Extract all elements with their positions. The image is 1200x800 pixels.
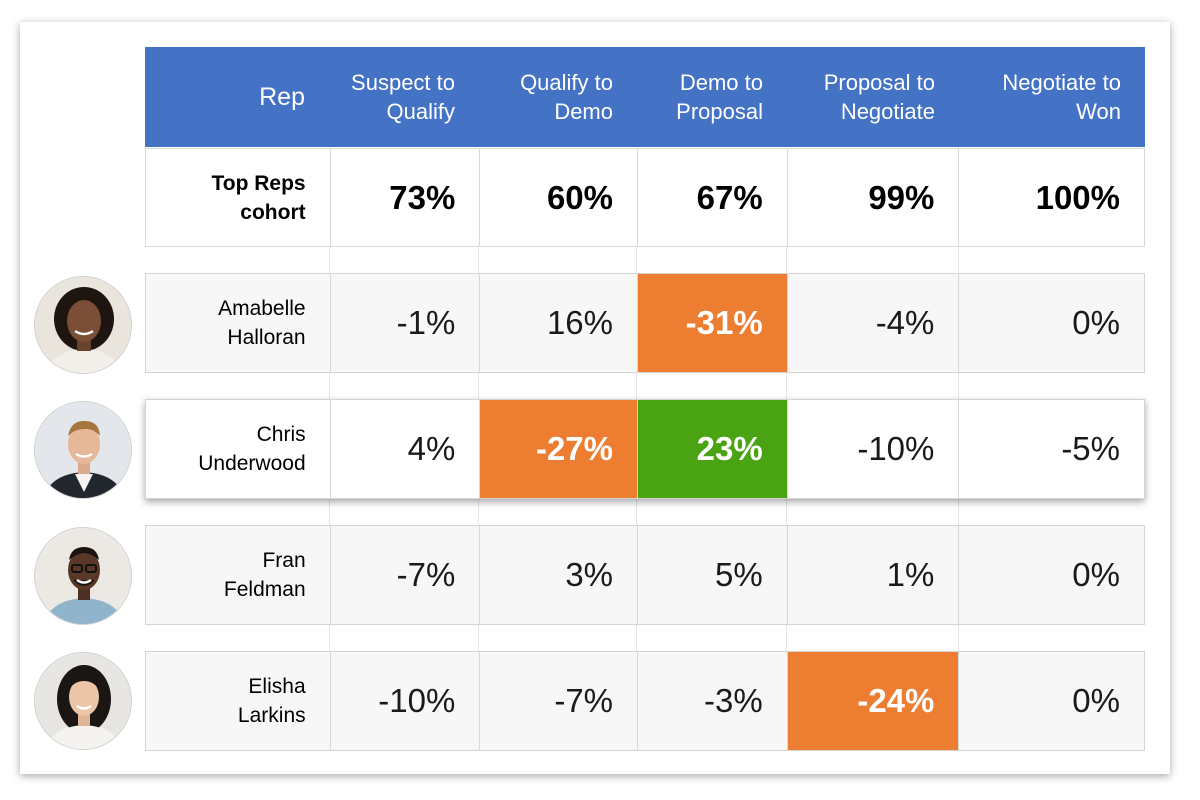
table-row: Chris Underwood 4% -27% 23% -10% -5% [145,399,1145,499]
avatar-elisha-larkins [34,652,132,750]
header-rep: Rep [259,82,305,111]
table-row: Fran Feldman -7% 3% 5% 1% 0% [145,525,1145,625]
cohort-label: Top Reps cohort [211,171,306,224]
metric-cell: 3% [479,526,637,624]
cohort-value: 73% [329,149,480,246]
metric-cell: 4% [329,400,480,498]
avatar-fran-feldman [34,527,132,625]
metric-cell: -5% [958,400,1144,498]
metric-cell: -10% [329,652,480,750]
header-demo-to-proposal: Demo to Proposal [676,70,763,124]
header-negotiate-to-won: Negotiate to Won [1002,70,1121,124]
metric-cell: 5% [637,526,787,624]
rep-name: Chris Underwood [198,423,306,475]
metric-cell: 0% [958,526,1144,624]
header-qualify-to-demo: Qualify to Demo [520,70,613,124]
metric-cell: 1% [786,526,959,624]
avatar-chris-underwood [34,401,132,499]
cohort-value: 99% [786,149,959,246]
header-suspect-to-qualify: Suspect to Qualify [351,70,455,124]
metric-cell: 0% [958,652,1144,750]
header-proposal-to-negotiate: Proposal to Negotiate [823,70,935,124]
cohort-value: 60% [479,149,637,246]
metric-cell: -10% [786,400,959,498]
table-row: Elisha Larkins -10% -7% -3% -24% 0% [145,651,1145,751]
metric-cell-highlight-negative: -27% [479,400,638,498]
avatar-amabelle-halloran [34,276,132,374]
metric-cell: 0% [958,274,1144,372]
cohort-value: 67% [637,149,787,246]
rep-name: Amabelle Halloran [218,297,306,349]
metric-cell-highlight-negative: -24% [786,652,959,750]
conversion-card [20,22,1170,774]
cohort-row: Top Reps cohort 73% 60% 67% 99% 100% [145,148,1145,247]
metric-cell: -7% [479,652,637,750]
metric-cell-highlight-negative: -31% [637,274,787,372]
table-header: Rep Suspect to Qualify Qualify to Demo Dem… [145,47,1145,147]
rep-name: Fran Feldman [223,549,306,601]
metric-cell: -7% [329,526,480,624]
rep-name: Elisha Larkins [237,675,306,727]
metric-cell: 16% [479,274,637,372]
metric-cell-highlight-positive: 23% [637,400,787,498]
table-row: Amabelle Halloran -1% 16% -31% -4% 0% [145,273,1145,373]
cohort-value: 100% [958,149,1144,246]
metric-cell: -3% [637,652,787,750]
metric-cell: -1% [329,274,480,372]
metric-cell: -4% [786,274,959,372]
